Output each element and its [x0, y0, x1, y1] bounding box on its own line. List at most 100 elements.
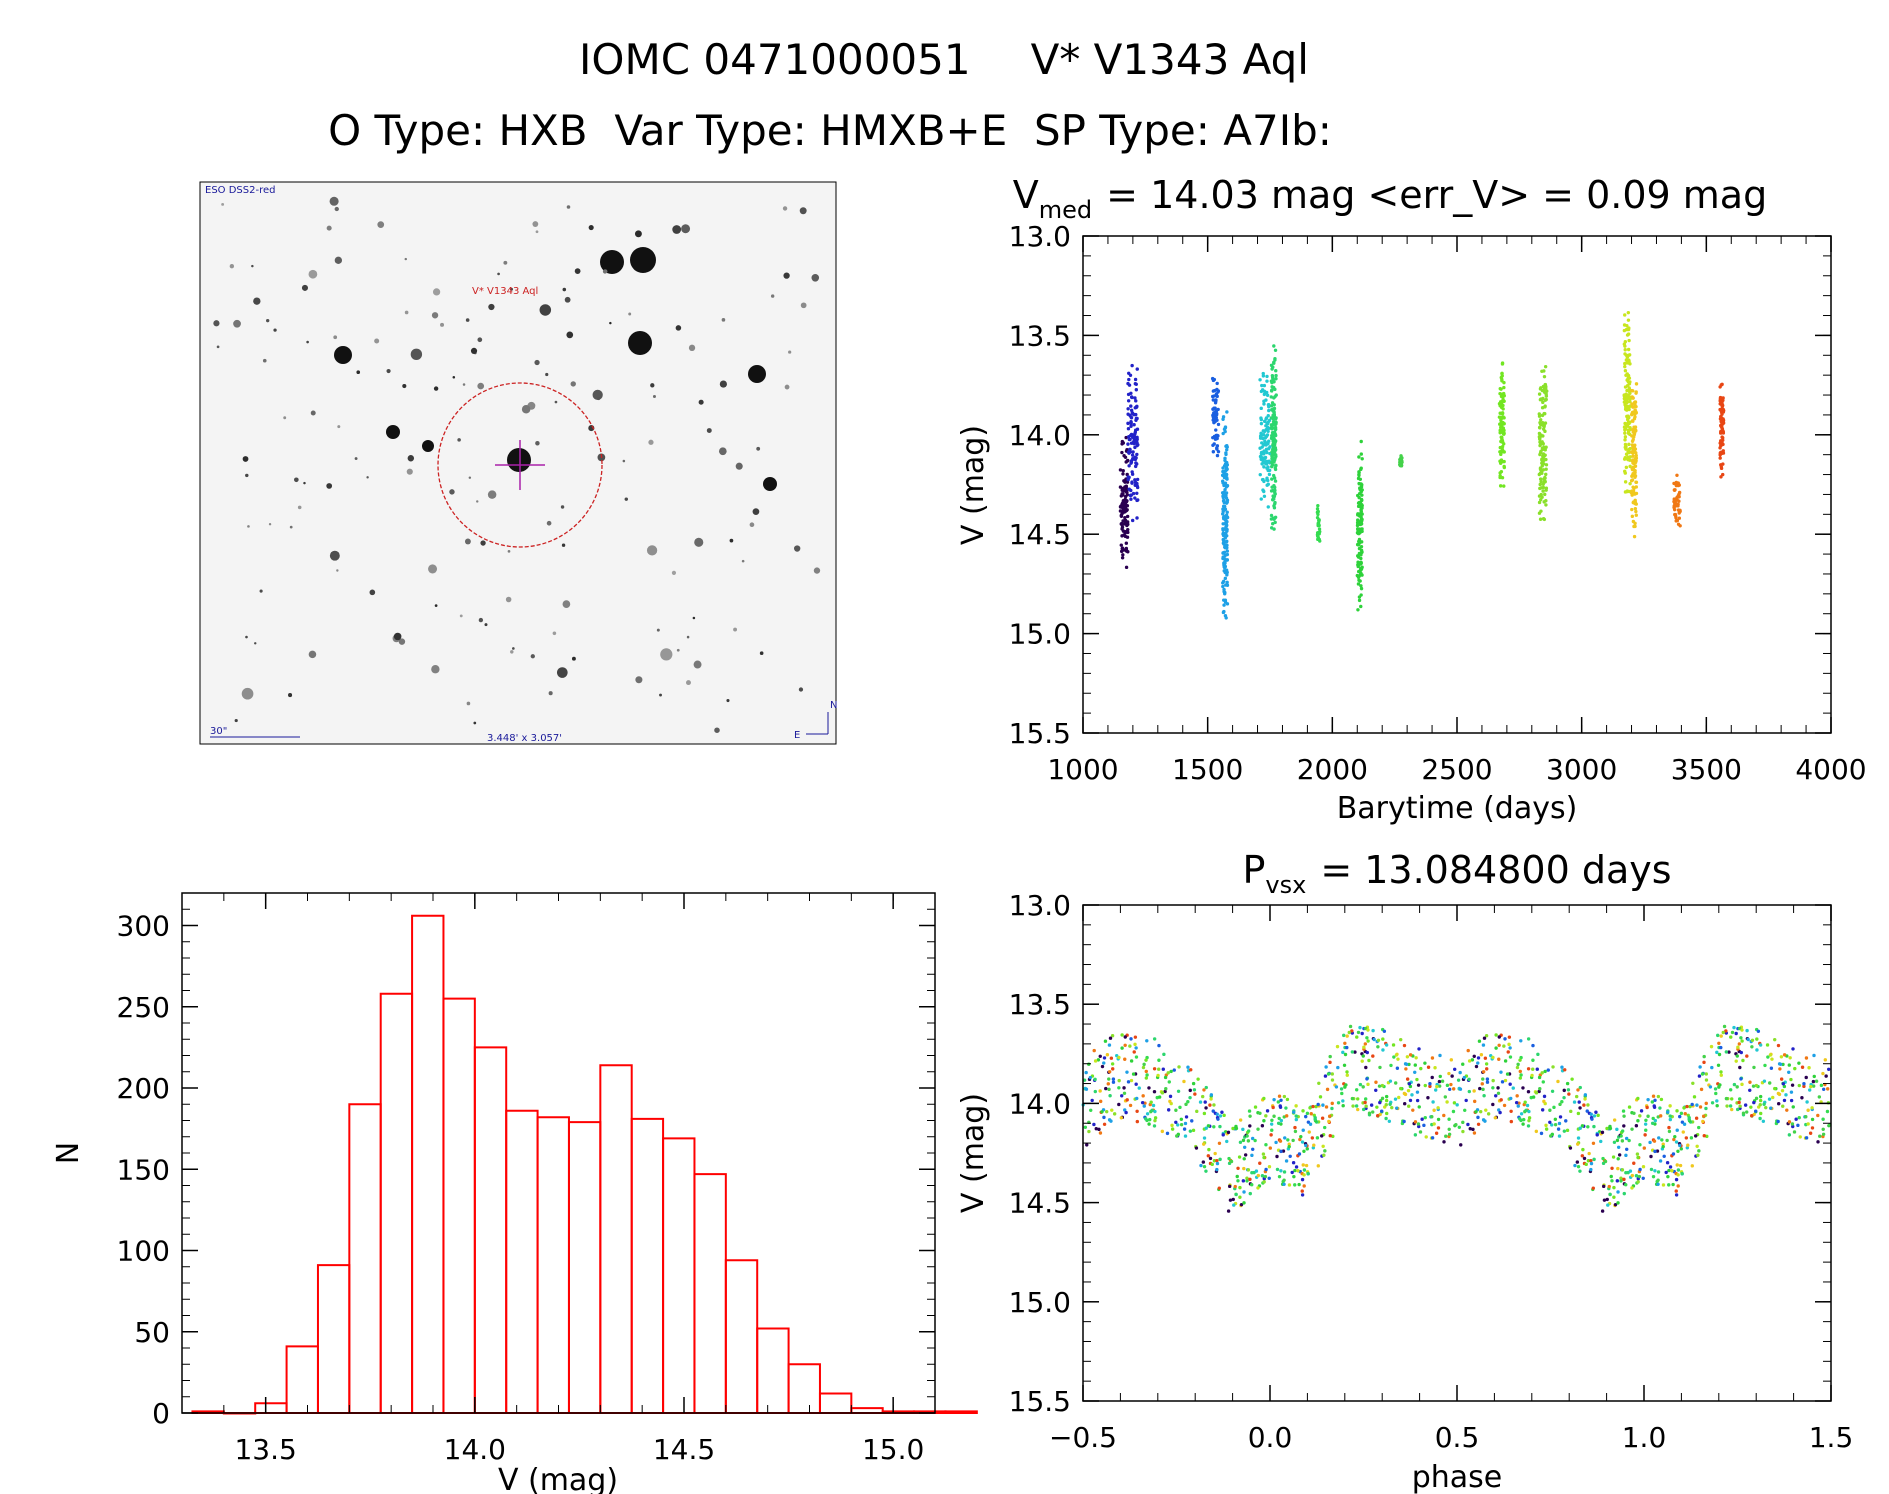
phase-point	[1345, 1045, 1349, 1050]
light-curve-point	[1126, 442, 1130, 446]
phase-point	[1637, 1174, 1642, 1179]
phase-point	[1779, 1077, 1784, 1081]
phase-point	[1241, 1179, 1246, 1183]
phase-point	[1591, 1141, 1596, 1145]
star	[306, 340, 309, 344]
phase-point	[1543, 1069, 1547, 1074]
light-curve-point	[1542, 477, 1546, 481]
phase-point	[1374, 1080, 1378, 1084]
phase-point	[1670, 1169, 1674, 1173]
phase-point	[1202, 1164, 1207, 1169]
phase-point	[1231, 1126, 1235, 1131]
phase-point	[1782, 1098, 1787, 1103]
phase-point	[1403, 1101, 1407, 1106]
phase-point	[1232, 1203, 1236, 1207]
light-curve-point	[1631, 454, 1635, 458]
light-curve-point	[1633, 460, 1638, 465]
phase-point	[1590, 1117, 1594, 1121]
phase-point	[1307, 1130, 1311, 1134]
x-tick-label: 2000	[1297, 753, 1368, 786]
light-curve-point	[1273, 488, 1277, 493]
phase-point	[1291, 1110, 1296, 1114]
phase-point	[1449, 1058, 1454, 1062]
star	[676, 648, 680, 652]
phase-point	[1366, 1039, 1370, 1043]
phase-point	[1293, 1129, 1298, 1134]
phase-point	[1661, 1142, 1665, 1146]
phase-point	[1535, 1067, 1539, 1071]
phase-point	[1494, 1046, 1498, 1050]
star	[635, 676, 643, 684]
phase-point	[1264, 1143, 1268, 1147]
light-curve-point	[1271, 407, 1275, 411]
light-curve-point	[1273, 492, 1277, 496]
phase-point	[1738, 1065, 1742, 1070]
phase-point	[1210, 1162, 1214, 1167]
light-curve-point	[1133, 478, 1137, 482]
light-curve-point	[1628, 362, 1632, 366]
phase-point	[1496, 1091, 1501, 1095]
light-curve-point	[1624, 424, 1628, 428]
light-curve-point	[1540, 413, 1545, 418]
phase-point	[1388, 1079, 1393, 1083]
phase-point	[1128, 1044, 1132, 1048]
phase-point	[1816, 1113, 1820, 1118]
phase-point	[1766, 1055, 1770, 1059]
phase-point	[1551, 1065, 1555, 1069]
phase-point	[1324, 1065, 1328, 1069]
phase-point	[1316, 1102, 1320, 1107]
finder-star-field	[213, 196, 821, 733]
phase-point	[1668, 1104, 1672, 1108]
phase-point	[1537, 1075, 1542, 1080]
phase-point	[1355, 1035, 1359, 1039]
light-curve-point	[1624, 358, 1629, 362]
phase-point	[1531, 1067, 1535, 1071]
light-curve-point	[1501, 399, 1505, 404]
light-curve-point	[1624, 427, 1628, 431]
phase-point	[1558, 1102, 1562, 1107]
phase-point	[1284, 1106, 1288, 1110]
phase-point	[1238, 1185, 1242, 1190]
histogram-bar	[724, 1259, 759, 1414]
phase-point	[1705, 1134, 1709, 1139]
phase-point	[1184, 1115, 1189, 1119]
phase-point	[1447, 1132, 1452, 1136]
phase-point	[1186, 1099, 1190, 1104]
phase-point	[1092, 1048, 1096, 1053]
phase-point	[1596, 1113, 1600, 1118]
light-curve-point	[1126, 527, 1130, 532]
histogram-bar	[818, 1392, 853, 1414]
phase-point	[1620, 1139, 1625, 1143]
light-curve-point	[1498, 404, 1502, 408]
phase-point	[1518, 1117, 1522, 1121]
phase-point	[1242, 1166, 1246, 1171]
phase-point	[1568, 1146, 1573, 1150]
phase-point	[1605, 1197, 1609, 1202]
star	[266, 318, 270, 323]
phase-frame	[1082, 904, 1832, 1402]
phase-point	[1715, 1050, 1719, 1055]
y-tick-label: 0	[152, 1397, 170, 1430]
phase-point	[1667, 1168, 1671, 1173]
light-curve-point	[1539, 498, 1543, 502]
phase-point	[1635, 1152, 1640, 1156]
phase-point	[1294, 1104, 1298, 1108]
light-curve-point	[1633, 501, 1637, 506]
phase-point	[1168, 1099, 1172, 1104]
phase-point	[1708, 1085, 1713, 1089]
light-curve-point	[1359, 544, 1364, 549]
phase-point	[1821, 1127, 1825, 1131]
y-tick-label: 13.5	[1009, 988, 1071, 1021]
phase-point	[1160, 1091, 1165, 1095]
phase-point	[1811, 1084, 1816, 1088]
star	[698, 399, 704, 405]
light-curve-point	[1719, 440, 1724, 444]
phase-point	[1134, 1082, 1138, 1086]
phase-point	[1768, 1081, 1772, 1085]
phase-point	[1413, 1120, 1418, 1124]
phase-point	[1676, 1168, 1681, 1172]
star	[509, 287, 513, 291]
phase-point	[1218, 1124, 1222, 1129]
light-curve-point	[1674, 480, 1679, 485]
light-curve-point	[1720, 435, 1724, 439]
